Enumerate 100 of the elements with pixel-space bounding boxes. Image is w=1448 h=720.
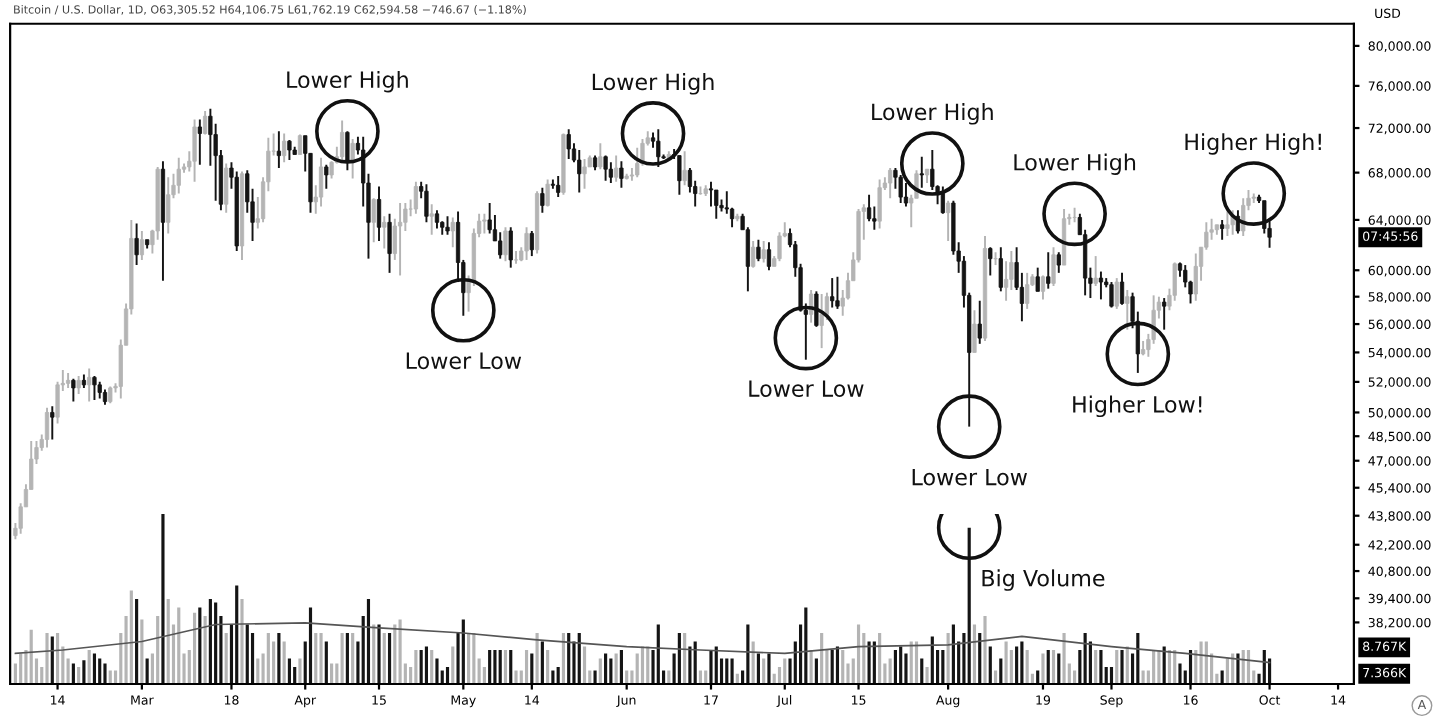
candlestick <box>766 241 772 272</box>
candlestick <box>756 238 761 263</box>
candlestick <box>139 229 145 261</box>
candlestick <box>1119 271 1125 306</box>
candlestick <box>1162 297 1167 331</box>
candlestick <box>1098 270 1104 301</box>
candlestick <box>972 309 977 354</box>
candlestick <box>71 377 76 403</box>
candlestick <box>577 149 582 194</box>
candlestick <box>945 199 951 242</box>
candlestick <box>1051 246 1056 287</box>
candlestick <box>619 160 624 189</box>
candlestick <box>540 186 545 214</box>
candlestick <box>1193 252 1198 302</box>
candlestick <box>397 202 403 277</box>
annotation: Higher High! <box>1185 133 1321 155</box>
candlestick <box>582 158 587 190</box>
candlestick <box>76 374 81 395</box>
annotation: Higher Low! <box>1073 395 1202 418</box>
candlestick <box>445 215 450 236</box>
candlestick <box>635 146 640 179</box>
candlestick <box>1125 289 1130 331</box>
candlestick <box>424 183 429 224</box>
candlestick <box>92 374 97 402</box>
candlestick <box>1025 271 1030 310</box>
candlestick <box>1114 277 1119 310</box>
candlestick <box>44 406 50 449</box>
candlestick <box>429 203 434 236</box>
candlestick <box>282 132 287 164</box>
candlestick <box>339 119 345 162</box>
candlestick <box>1040 274 1046 301</box>
candlestick <box>498 231 503 260</box>
candlestick <box>819 293 824 350</box>
candlestick <box>413 180 419 215</box>
candlestick <box>919 155 924 189</box>
candlestick <box>387 212 392 274</box>
candlestick <box>777 231 782 263</box>
candlestick <box>434 209 440 230</box>
candlestick <box>877 178 882 230</box>
candlestick <box>524 226 529 261</box>
annotation: Lower Low <box>749 380 864 397</box>
annotation: Lower Low <box>912 468 1027 486</box>
candlestick <box>614 154 619 183</box>
candlestick <box>835 275 840 310</box>
candlestick <box>508 226 513 269</box>
candlestick <box>482 212 487 235</box>
candlestick <box>350 137 355 180</box>
candlestick <box>134 222 139 267</box>
candlestick <box>977 299 982 345</box>
candlestick <box>761 239 766 264</box>
candlestick <box>598 142 603 171</box>
annotation: Lower High <box>592 73 714 95</box>
candlestick <box>556 175 561 199</box>
candlestick <box>176 156 181 195</box>
candlestick <box>1046 251 1051 290</box>
candlestick <box>166 176 171 235</box>
candlestick <box>830 277 835 309</box>
candlestick <box>1056 251 1061 274</box>
candlestick <box>682 150 687 187</box>
candlestick <box>487 202 492 235</box>
candlestick <box>988 246 993 277</box>
candlestick <box>566 128 571 160</box>
annotation: Lower High <box>872 103 993 125</box>
candlestick <box>866 193 872 223</box>
candlestick <box>603 154 608 182</box>
annotation: Lower High <box>1014 153 1136 175</box>
candlestick <box>287 139 292 162</box>
candlestick <box>1109 281 1114 309</box>
candlestick <box>450 216 455 249</box>
candlestick <box>87 367 92 403</box>
candlestick <box>1225 210 1230 237</box>
candlestick <box>192 118 197 183</box>
annotation: Big Volume <box>982 569 1105 591</box>
candlestick <box>1035 266 1040 293</box>
candlestick <box>371 197 376 244</box>
candlestick <box>202 109 208 136</box>
candlestick <box>324 163 329 190</box>
candlestick <box>276 130 282 170</box>
candlestick <box>714 189 719 220</box>
candlestick <box>724 190 729 215</box>
candlestick <box>1220 218 1225 241</box>
candlestick <box>197 118 202 166</box>
candlestick <box>1093 255 1098 287</box>
annotation: Lower High <box>287 70 408 93</box>
candlestick <box>224 162 229 214</box>
candlestick <box>998 246 1003 293</box>
candlestick <box>888 167 893 200</box>
candlestick <box>608 161 613 184</box>
annotation: Lower Low <box>406 352 522 370</box>
candlestick <box>503 226 508 263</box>
candlestick <box>1172 261 1177 302</box>
candlestick <box>529 229 534 258</box>
candlestick <box>1230 209 1235 236</box>
candlestick <box>1183 264 1188 289</box>
candlestick <box>545 178 550 208</box>
candlestick <box>382 215 387 250</box>
candlestick <box>751 239 756 269</box>
candlestick <box>318 156 324 208</box>
candlestick <box>50 405 55 441</box>
candlestick <box>376 185 382 242</box>
